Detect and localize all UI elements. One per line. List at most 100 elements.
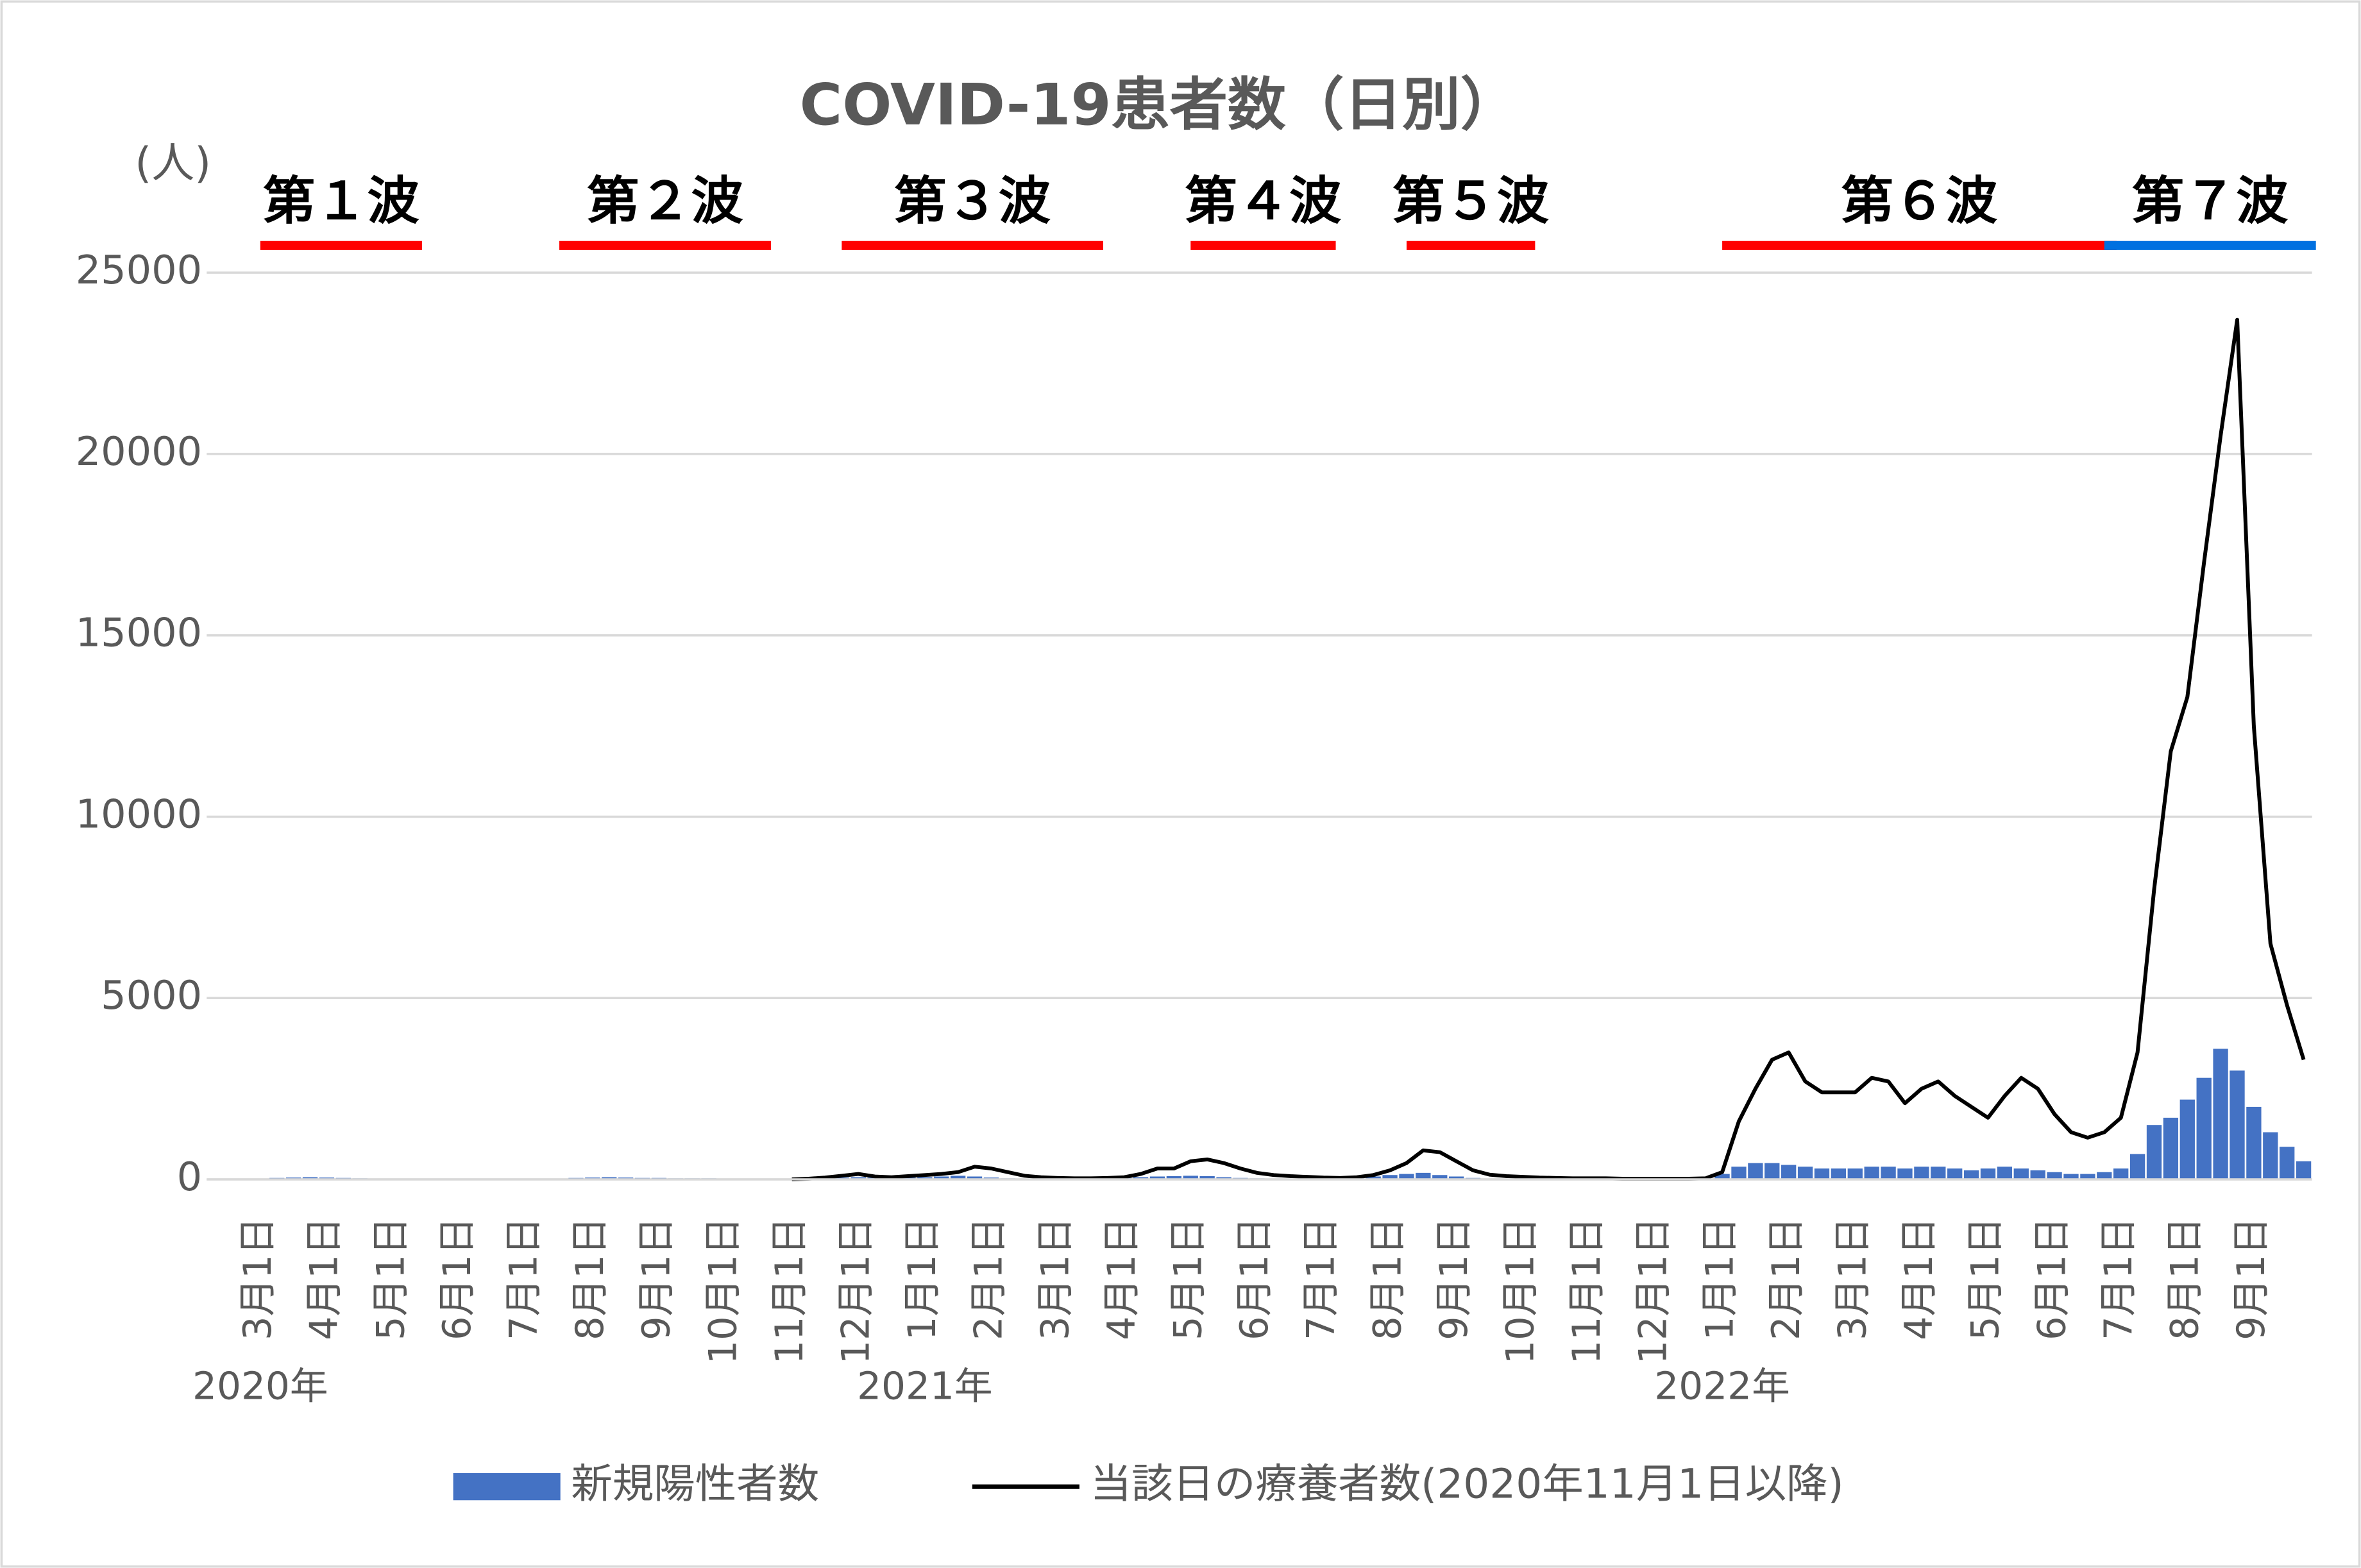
- wave-label: 第３波: [894, 171, 1051, 231]
- line: [791, 317, 2306, 1181]
- bar: [1864, 1167, 1879, 1180]
- bar: [1897, 1168, 1913, 1180]
- x-tick-label: 2月1日: [1763, 1217, 1808, 1340]
- y-axis-label: (人): [135, 138, 211, 187]
- x-tick-label: 1月1日: [1697, 1217, 1742, 1340]
- x-tick-label: 3月1日: [1830, 1217, 1875, 1340]
- bar: [1963, 1170, 1979, 1180]
- bar: [1449, 1176, 1464, 1180]
- x-tick-label: 2月1日: [966, 1217, 1011, 1340]
- bar: [2013, 1168, 2029, 1180]
- bar: [1980, 1168, 1996, 1180]
- bar: [1831, 1168, 1847, 1180]
- x-tick-label: 8月1日: [1365, 1217, 1410, 1340]
- x-tick-label: 12月1日: [833, 1217, 878, 1364]
- bar: [1432, 1175, 1448, 1180]
- bar: [2196, 1077, 2212, 1180]
- wave-label: 第６波: [1841, 171, 1998, 231]
- bar: [2097, 1172, 2112, 1180]
- bar: [1881, 1167, 1896, 1180]
- x-tick-label: 6月1日: [1232, 1217, 1277, 1340]
- x-tick-label: 6月1日: [434, 1217, 479, 1340]
- x-tick-label: 5月1日: [1963, 1217, 2008, 1340]
- x-tick-label: 11月1日: [1564, 1217, 1609, 1364]
- bar: [1814, 1168, 1830, 1180]
- wave-label: 第１波: [263, 171, 419, 231]
- bar: [1748, 1163, 1763, 1180]
- bar: [1947, 1168, 1963, 1180]
- bar: [1931, 1167, 1946, 1180]
- bar: [1781, 1165, 1797, 1180]
- x-tick-label: 8月1日: [2162, 1217, 2207, 1340]
- bar: [1199, 1176, 1215, 1180]
- bar: [1382, 1175, 1398, 1180]
- x-tick-label: 1月1日: [900, 1217, 945, 1340]
- y-tick-label: 5000: [101, 973, 202, 1018]
- x-tick-label: 4月1日: [1099, 1217, 1144, 1340]
- x-tick-label: 12月1日: [1630, 1217, 1675, 1364]
- bar: [2163, 1117, 2179, 1180]
- bar: [2296, 1161, 2312, 1180]
- legend-swatch: [453, 1473, 561, 1501]
- bar: [2047, 1172, 2062, 1180]
- bar: [2146, 1125, 2162, 1180]
- x-tick-label: 10月1日: [1498, 1217, 1543, 1364]
- x-tick-label: 3月1日: [1033, 1217, 1078, 1340]
- y-tick-label: 25000: [76, 248, 202, 293]
- bar: [1149, 1176, 1165, 1180]
- bar: [2179, 1099, 2195, 1180]
- legend-label: 当該日の療養者数(2020年11月1日以降): [1090, 1461, 1844, 1508]
- chart-title: COVID-19患者数（日別）: [800, 71, 1519, 138]
- x-tick-label: 11月1日: [766, 1217, 811, 1364]
- bar: [2080, 1174, 2095, 1180]
- y-tick-label: 0: [177, 1154, 202, 1199]
- x-tick-label: 5月1日: [1165, 1217, 1210, 1340]
- bar: [1997, 1167, 2013, 1180]
- bar: [1416, 1172, 1431, 1180]
- bar: [2030, 1170, 2045, 1180]
- x-tick-label: 3月1日: [235, 1217, 280, 1340]
- year-label: 2020年: [192, 1364, 328, 1408]
- bar: [1847, 1168, 1863, 1180]
- bar: [950, 1176, 966, 1180]
- x-tick-label: 9月1日: [2229, 1217, 2274, 1340]
- bar: [2113, 1168, 2129, 1180]
- bar: [2129, 1154, 2145, 1180]
- x-tick-label: 7月1日: [2095, 1217, 2140, 1340]
- bar: [1183, 1176, 1198, 1180]
- bar: [1366, 1176, 1381, 1180]
- wave-label: 第２波: [587, 171, 743, 231]
- x-tick-label: 7月1日: [1298, 1217, 1343, 1340]
- x-tick-label: 6月1日: [2029, 1217, 2074, 1340]
- bar: [2213, 1049, 2228, 1180]
- year-label: 2021年: [857, 1364, 993, 1408]
- bar: [1914, 1167, 1929, 1180]
- bar: [1166, 1176, 1182, 1180]
- bar: [2263, 1132, 2278, 1180]
- y-tick-label: 10000: [76, 791, 202, 837]
- bar: [1399, 1174, 1414, 1180]
- wave-label: 第４波: [1185, 171, 1342, 231]
- x-tick-label: 9月1日: [634, 1217, 679, 1340]
- x-tick-label: 5月1日: [368, 1217, 413, 1340]
- wave-label: 第７波: [2132, 171, 2289, 231]
- bar: [2246, 1106, 2262, 1180]
- y-tick-label: 20000: [76, 428, 202, 474]
- legend-label: 新規陽性者数: [571, 1461, 819, 1508]
- bar: [1731, 1167, 1747, 1180]
- year-label: 2022年: [1654, 1364, 1790, 1408]
- x-tick-label: 7月1日: [501, 1217, 546, 1340]
- bar: [1764, 1163, 1780, 1180]
- bar: [1797, 1167, 1813, 1180]
- y-tick-label: 15000: [76, 610, 202, 655]
- bar: [2063, 1174, 2079, 1180]
- bar: [967, 1176, 983, 1180]
- x-tick-label: 8月1日: [568, 1217, 613, 1340]
- x-tick-label: 4月1日: [1897, 1217, 1942, 1340]
- bar: [934, 1176, 949, 1180]
- x-tick-label: 9月1日: [1431, 1217, 1476, 1340]
- x-tick-label: 4月1日: [301, 1217, 346, 1340]
- bar: [2280, 1147, 2295, 1180]
